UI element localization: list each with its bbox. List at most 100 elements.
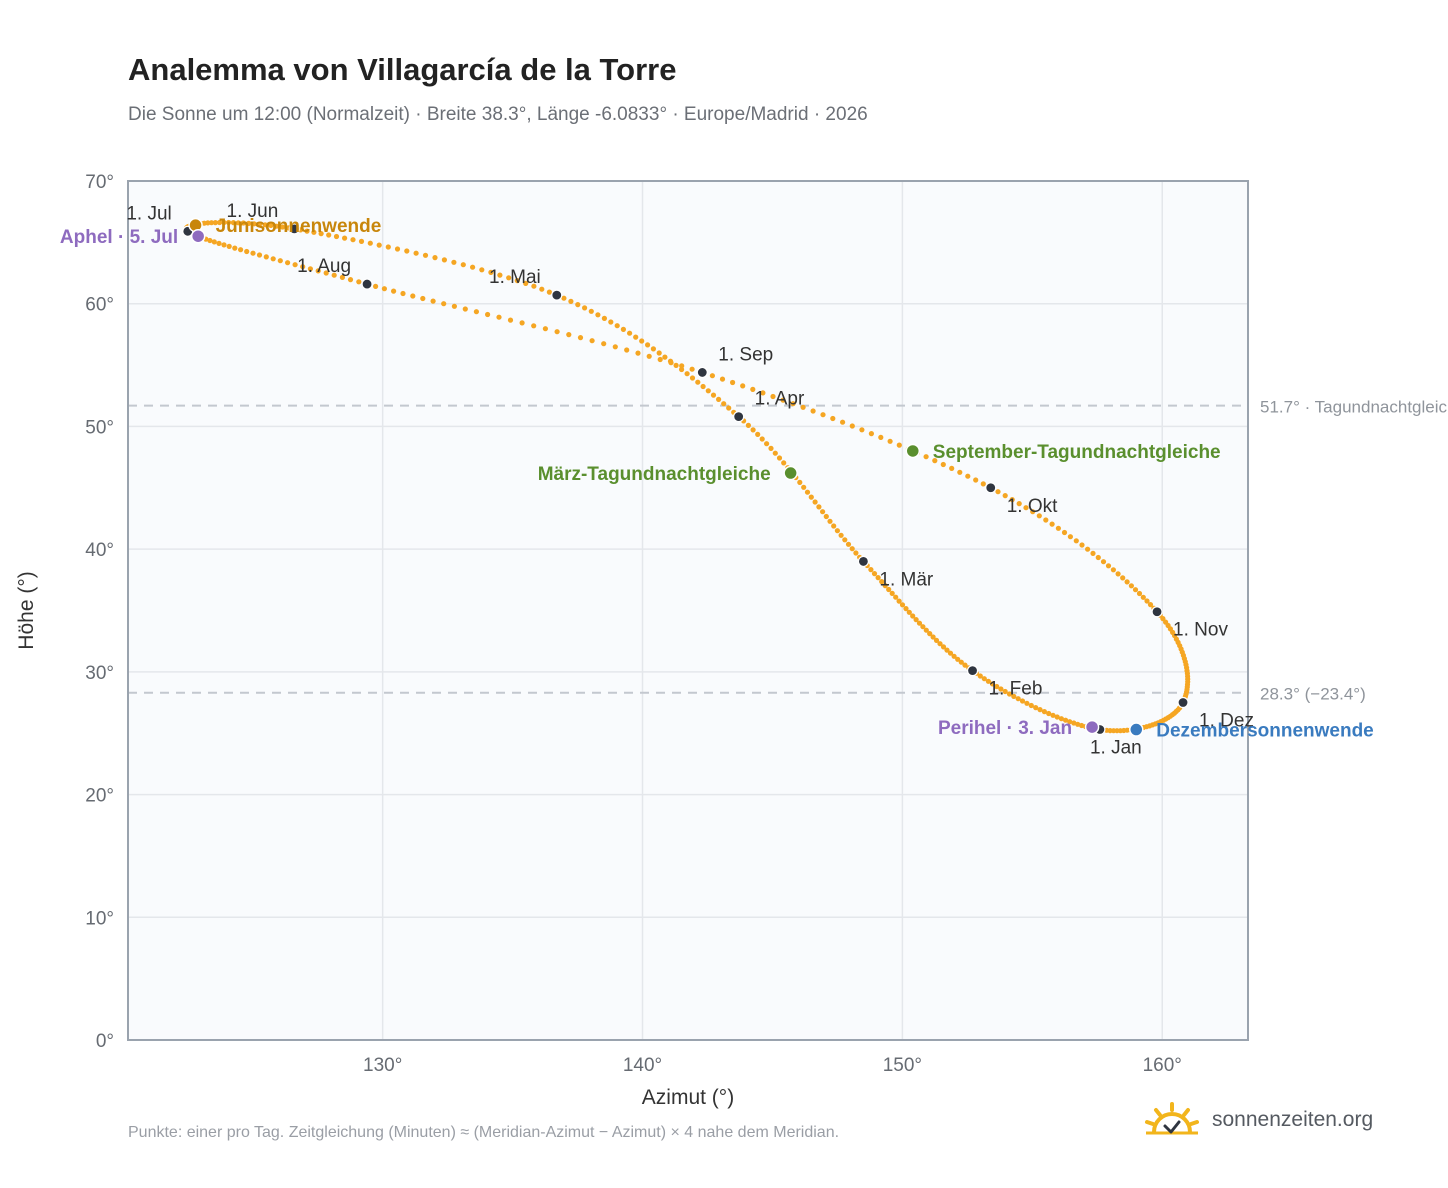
- daily-sun-point: [311, 229, 317, 235]
- daily-sun-point: [633, 334, 639, 340]
- daily-sun-point: [896, 442, 902, 448]
- daily-sun-point: [413, 250, 419, 256]
- x-tick-label: 150°: [883, 1055, 922, 1076]
- daily-sun-point: [1002, 688, 1008, 695]
- daily-sun-point: [923, 627, 929, 633]
- daily-sun-point: [662, 354, 668, 360]
- month-label: 1. Apr: [755, 389, 805, 410]
- daily-sun-point: [981, 676, 987, 682]
- daily-sun-point: [840, 419, 846, 425]
- daily-sun-point: [1095, 554, 1101, 561]
- brand[interactable]: sonnenzeiten.org: [1144, 1102, 1373, 1138]
- daily-sun-point: [801, 484, 807, 490]
- daily-sun-point: [614, 323, 620, 329]
- daily-sun-point: [726, 405, 732, 411]
- daily-sun-point: [838, 532, 844, 538]
- daily-sun-point: [277, 258, 283, 264]
- daily-sun-point: [238, 247, 244, 253]
- daily-sun-point: [250, 250, 256, 256]
- daily-sun-point: [410, 293, 416, 299]
- daily-sun-point: [1085, 546, 1091, 552]
- daily-sun-point: [451, 259, 457, 265]
- daily-sun-point: [514, 278, 520, 284]
- daily-sun-point: [804, 489, 811, 495]
- month-point: [966, 665, 979, 677]
- daily-sun-point: [221, 242, 227, 248]
- daily-sun-point: [326, 232, 332, 238]
- y-tick-label: 70°: [85, 172, 114, 193]
- daily-sun-point: [710, 392, 717, 398]
- daily-sun-point: [705, 388, 711, 394]
- chart-subtitle: Die Sonne um 12:00 (Normalzeit) · Breite…: [128, 104, 868, 125]
- daily-sun-point: [595, 312, 601, 318]
- daily-sun-point: [263, 254, 269, 260]
- daily-sun-point: [601, 341, 607, 347]
- daily-sun-point: [768, 445, 774, 451]
- daily-sun-point: [823, 513, 829, 520]
- plot-area: [128, 181, 1248, 1040]
- daily-sun-point: [859, 427, 865, 433]
- daily-sun-point: [497, 272, 503, 278]
- daily-sun-point: [764, 441, 770, 447]
- daily-sun-point: [612, 344, 618, 350]
- daily-sun-point: [318, 231, 324, 237]
- daily-sun-point: [1067, 719, 1073, 725]
- daily-sun-point: [668, 360, 674, 366]
- daily-sun-point: [331, 272, 337, 278]
- event-label: Dezembersonnenwende: [1156, 721, 1374, 742]
- daily-sun-point: [1132, 587, 1139, 593]
- daily-sun-point: [207, 237, 213, 244]
- daily-sun-point: [356, 279, 362, 285]
- daily-sun-point: [812, 499, 818, 505]
- y-axis-label: Höhe (°): [15, 571, 38, 649]
- y-tick-label: 30°: [85, 663, 114, 684]
- daily-sun-point: [755, 431, 761, 437]
- month-point: [857, 555, 870, 568]
- daily-sun-point: [358, 238, 365, 244]
- daily-sun-point: [257, 221, 263, 227]
- daily-sun-point: [834, 528, 841, 534]
- daily-sun-point: [385, 244, 391, 250]
- daily-sun-point: [875, 575, 881, 581]
- daily-sun-point: [937, 641, 943, 647]
- daily-sun-point: [868, 567, 874, 573]
- y-tick-label: 0°: [96, 1031, 114, 1052]
- daily-sun-point: [730, 379, 736, 386]
- daily-sun-point: [772, 450, 778, 456]
- daily-sun-point: [216, 240, 222, 246]
- daily-sun-point: [1100, 559, 1107, 565]
- daily-sun-point: [1079, 542, 1085, 548]
- daily-sun-point: [582, 305, 588, 311]
- daily-sun-point: [913, 617, 919, 623]
- daily-sun-point: [235, 220, 241, 226]
- daily-sun-point: [1024, 700, 1030, 706]
- daily-sun-point: [845, 541, 852, 547]
- daily-sun-point: [506, 275, 512, 281]
- daily-sun-point: [932, 458, 938, 464]
- daily-sun-point: [940, 461, 946, 468]
- month-label: 1. Jul: [126, 203, 171, 224]
- month-label: 1. Okt: [1007, 496, 1058, 517]
- daily-sun-point: [808, 494, 814, 500]
- daily-sun-point: [820, 412, 826, 418]
- daily-sun-point: [473, 309, 479, 315]
- daily-sun-point: [920, 624, 926, 630]
- daily-sun-point: [1124, 579, 1130, 585]
- daily-sun-point: [650, 346, 657, 352]
- y-tick-label: 60°: [85, 295, 114, 316]
- daily-sun-point: [507, 317, 514, 323]
- daily-sun-point: [577, 335, 584, 341]
- month-label: 1. Jan: [1090, 738, 1142, 759]
- daily-sun-point: [910, 613, 916, 619]
- y-tick-label: 20°: [85, 786, 114, 807]
- daily-sun-point: [684, 371, 690, 377]
- daily-sun-point: [1016, 501, 1022, 507]
- daily-sun-point: [394, 246, 401, 252]
- daily-sun-point: [776, 455, 783, 461]
- daily-sun-point: [760, 390, 766, 396]
- daily-sun-point: [608, 319, 614, 325]
- daily-sun-point: [1128, 583, 1134, 589]
- daily-sun-point: [1036, 513, 1042, 519]
- daily-sun-point: [400, 290, 406, 297]
- daily-sun-point: [1023, 505, 1029, 511]
